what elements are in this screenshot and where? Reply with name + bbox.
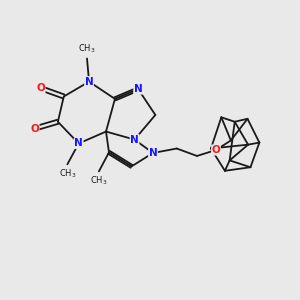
Text: O: O <box>30 124 39 134</box>
Text: CH$_3$: CH$_3$ <box>58 168 76 180</box>
Text: N: N <box>134 84 142 94</box>
Text: CH$_3$: CH$_3$ <box>90 175 108 188</box>
Text: CH$_3$: CH$_3$ <box>78 42 96 55</box>
Text: N: N <box>85 76 93 87</box>
Text: O: O <box>212 145 220 155</box>
Text: O: O <box>36 83 45 93</box>
Text: N: N <box>148 148 157 158</box>
Text: N: N <box>74 139 83 148</box>
Text: N: N <box>130 135 139 145</box>
